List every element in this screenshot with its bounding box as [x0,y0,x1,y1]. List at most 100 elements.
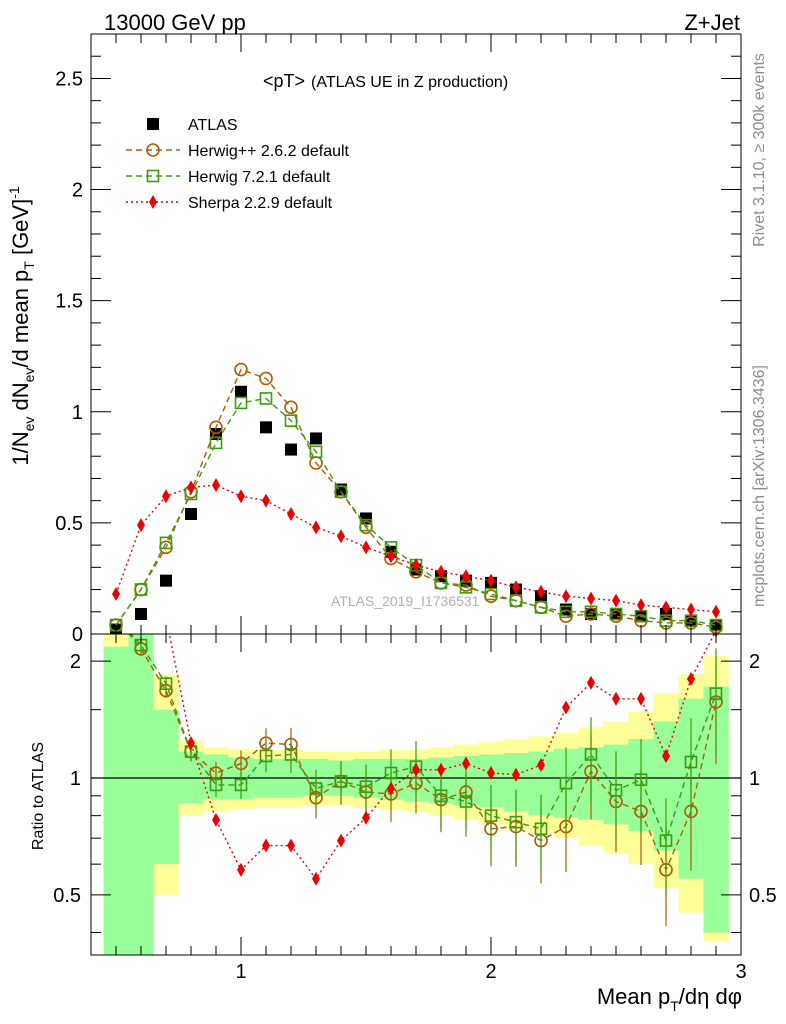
main-ytick-label: 0.5 [55,513,83,535]
plot-title-sub: (ATLAS UE in Z production) [311,74,508,91]
point-sherpa-1 [137,518,145,533]
point-sherpa-20 [612,593,620,608]
main-ytick-label: 1.5 [55,291,83,313]
point-sherpa-15 [487,573,495,588]
point-sherpa-14 [462,569,470,584]
point-atlas-1 [135,608,147,620]
ratio-point-herwig7-20 [609,783,623,797]
ratio-point-herwig7-13 [434,789,448,803]
point-herwig7-19 [584,605,598,619]
point-sherpa-5 [237,489,245,504]
mcplots-label: mcplots.cern.ch [arXiv:1306.3436] [751,365,768,607]
ratio-ytick-label: 2 [70,651,81,673]
ratio-point-herwig7-7 [284,748,298,761]
point-sherpa-21 [637,598,645,613]
plot-title-main: <pT> [263,71,305,91]
point-herwig7-16 [509,594,523,607]
ratio-point-sherpa-21 [637,691,645,706]
ratio-point-sherpa-5 [237,862,245,877]
ratio-point-sherpa-8 [312,871,320,886]
point-atlas-2 [160,574,172,587]
ratio-point-sherpa-16 [512,767,520,782]
point-sherpa-9 [337,529,345,544]
point-sherpa-10 [362,540,370,555]
ratio-point-herwig7-9 [334,775,348,788]
point-herwig7-4 [209,436,223,450]
ratio-point-herwig7-22 [659,834,673,847]
point-sherpa-8 [312,520,320,535]
ratio-ylabel: Ratio to ATLAS [30,742,47,850]
ratio-point-sherpa-23 [687,671,695,686]
ratio-point-sherpa-4 [212,812,220,827]
point-sherpa-6 [262,493,270,508]
ratio-point-sherpa-19 [587,675,595,690]
ratio-point-herwig7-11 [384,766,398,780]
ratio-point-sherpa-11 [387,781,395,796]
point-herwig7-15 [484,587,498,601]
ratio-point-herwig7-24 [709,687,723,700]
xtick-label: 2 [485,961,496,983]
point-sherpa-12 [412,558,420,573]
point-herwig7-20 [609,607,623,621]
point-sherpa-4 [212,478,220,493]
point-atlas-7 [285,443,297,456]
point-herwig7-6 [259,392,273,405]
ratio-series-sherpa [168,634,718,886]
ratio-ytick-label-right: 0.5 [749,885,777,907]
ratio-point-herwig7-14 [459,795,473,808]
legend-marker-atlas [147,118,159,130]
point-atlas-5 [235,385,247,398]
ratio-point-sherpa-12 [412,762,420,777]
point-herwig7-8 [309,445,323,459]
ratio-point-sherpa-14 [462,756,470,771]
legend-marker-herwig7 [146,169,160,183]
ratio-point-sherpa-9 [337,833,345,848]
ratio-point-herwig7-15 [484,809,498,822]
point-herwigpp-6 [259,371,273,386]
xlabel: Mean pT/dη dφ [597,984,742,1014]
analysis-watermark: ATLAS_2019_I1736531 [331,593,480,609]
main-ytick-label: 2.5 [55,68,83,90]
ratio-ytick-label: 0.5 [53,885,81,907]
series-atlas [110,385,722,634]
ratio-panel: 0.5 0.5 1 1 2 2 1 2 3 Ratio to ATLAS Mean pT/dη … [30,633,777,1014]
point-herwig7-17 [534,601,548,614]
rivet-label: Rivet 3.1.10, ≥ 300k events [751,53,768,247]
ratio-point-sherpa-20 [612,691,620,706]
point-sherpa-3 [187,480,195,495]
point-herwigpp-7 [284,400,298,415]
legend: ATLAS Herwig++ 2.6.2 default Herwig 7.2.1 … [126,117,350,212]
point-sherpa-18 [562,589,570,604]
point-atlas-3 [185,508,197,520]
point-herwig7-7 [284,414,298,427]
ratio-point-sherpa-10 [362,810,370,825]
xtick-label: 1 [235,961,246,983]
point-herwigpp-5 [234,362,248,377]
ratio-series-herwig7 [130,634,723,897]
band-inner-2 [153,709,179,865]
point-sherpa-7 [287,507,295,521]
series-sherpa [112,478,720,619]
legend-label-atlas: ATLAS [188,117,238,134]
point-atlas-8 [310,432,322,445]
point-sherpa-0 [112,587,120,601]
point-sherpa-13 [437,564,445,579]
legend-label-herwig7: Herwig 7.2.1 default [188,169,331,186]
legend-label-herwigpp: Herwig++ 2.6.2 default [188,143,350,160]
ratio-point-herwig7-17 [534,822,548,836]
ratio-point-sherpa-7 [287,838,295,853]
point-sherpa-11 [387,549,395,564]
ratio-point-herwig7-8 [309,782,323,795]
ratio-point-sherpa-18 [562,700,570,715]
header-left: 13000 GeV pp [104,10,246,35]
point-sherpa-22 [662,600,670,615]
point-sherpa-2 [162,489,170,504]
ratio-point-herwig7-21 [634,773,648,787]
ratio-point-herwig7-23 [684,755,698,769]
point-atlas-6 [260,421,272,434]
band-inner-0 [103,646,129,955]
ratio-point-sherpa-22 [662,748,670,763]
point-herwigpp-4 [209,420,223,435]
ratio-point-herwigpp-5 [234,756,248,771]
legend-label-sherpa: Sherpa 2.2.9 default [188,195,333,212]
